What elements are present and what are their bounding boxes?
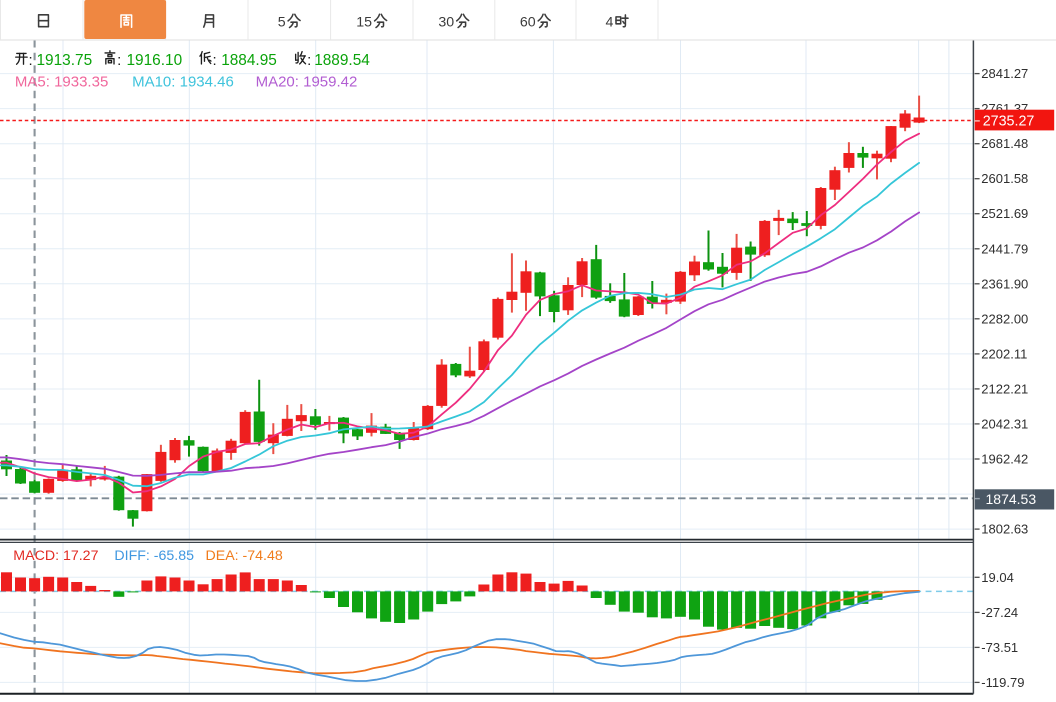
- svg-text:1884.95: 1884.95: [221, 52, 277, 69]
- svg-text:1916.10: 1916.10: [127, 52, 183, 69]
- svg-text:15: 15: [356, 14, 372, 30]
- svg-text:60: 60: [520, 14, 536, 30]
- svg-text:2681.48: 2681.48: [981, 136, 1028, 151]
- svg-text:1913.75: 1913.75: [37, 52, 93, 69]
- svg-text:4: 4: [606, 14, 614, 30]
- svg-text:2282.00: 2282.00: [981, 311, 1028, 326]
- svg-text:DEA: -74.48: DEA: -74.48: [206, 548, 283, 564]
- svg-text:1802.63: 1802.63: [981, 522, 1028, 537]
- svg-text:2441.79: 2441.79: [981, 241, 1028, 256]
- svg-text:-119.79: -119.79: [981, 675, 1024, 690]
- svg-text:MA5: 1933.35: MA5: 1933.35: [15, 74, 108, 91]
- svg-text:5: 5: [278, 14, 286, 30]
- svg-text:-73.51: -73.51: [981, 640, 1018, 655]
- svg-text:MACD: 17.27: MACD: 17.27: [13, 548, 98, 564]
- svg-text:2841.27: 2841.27: [981, 66, 1028, 81]
- svg-text:2042.31: 2042.31: [981, 416, 1028, 431]
- svg-text:MA10: 1934.46: MA10: 1934.46: [132, 74, 234, 91]
- svg-text:MA20: 1959.42: MA20: 1959.42: [256, 74, 358, 91]
- svg-text:2122.21: 2122.21: [981, 381, 1028, 396]
- svg-text::: :: [307, 52, 311, 69]
- svg-text:2735.27: 2735.27: [983, 114, 1035, 130]
- svg-text:1889.54: 1889.54: [314, 52, 370, 69]
- svg-text:1874.53: 1874.53: [986, 491, 1037, 507]
- svg-text::: :: [213, 52, 217, 69]
- svg-text:30: 30: [438, 14, 454, 30]
- svg-text:2601.58: 2601.58: [981, 171, 1028, 186]
- svg-text:DIFF: -65.85: DIFF: -65.85: [114, 548, 194, 564]
- svg-text:2521.69: 2521.69: [981, 206, 1028, 221]
- svg-text:1962.42: 1962.42: [981, 452, 1028, 467]
- svg-text:2202.11: 2202.11: [981, 346, 1027, 361]
- svg-text::: :: [29, 52, 33, 69]
- svg-text:2361.90: 2361.90: [981, 276, 1028, 291]
- svg-text::: :: [117, 52, 121, 69]
- svg-text:-27.24: -27.24: [981, 605, 1018, 620]
- svg-text:19.04: 19.04: [981, 570, 1014, 585]
